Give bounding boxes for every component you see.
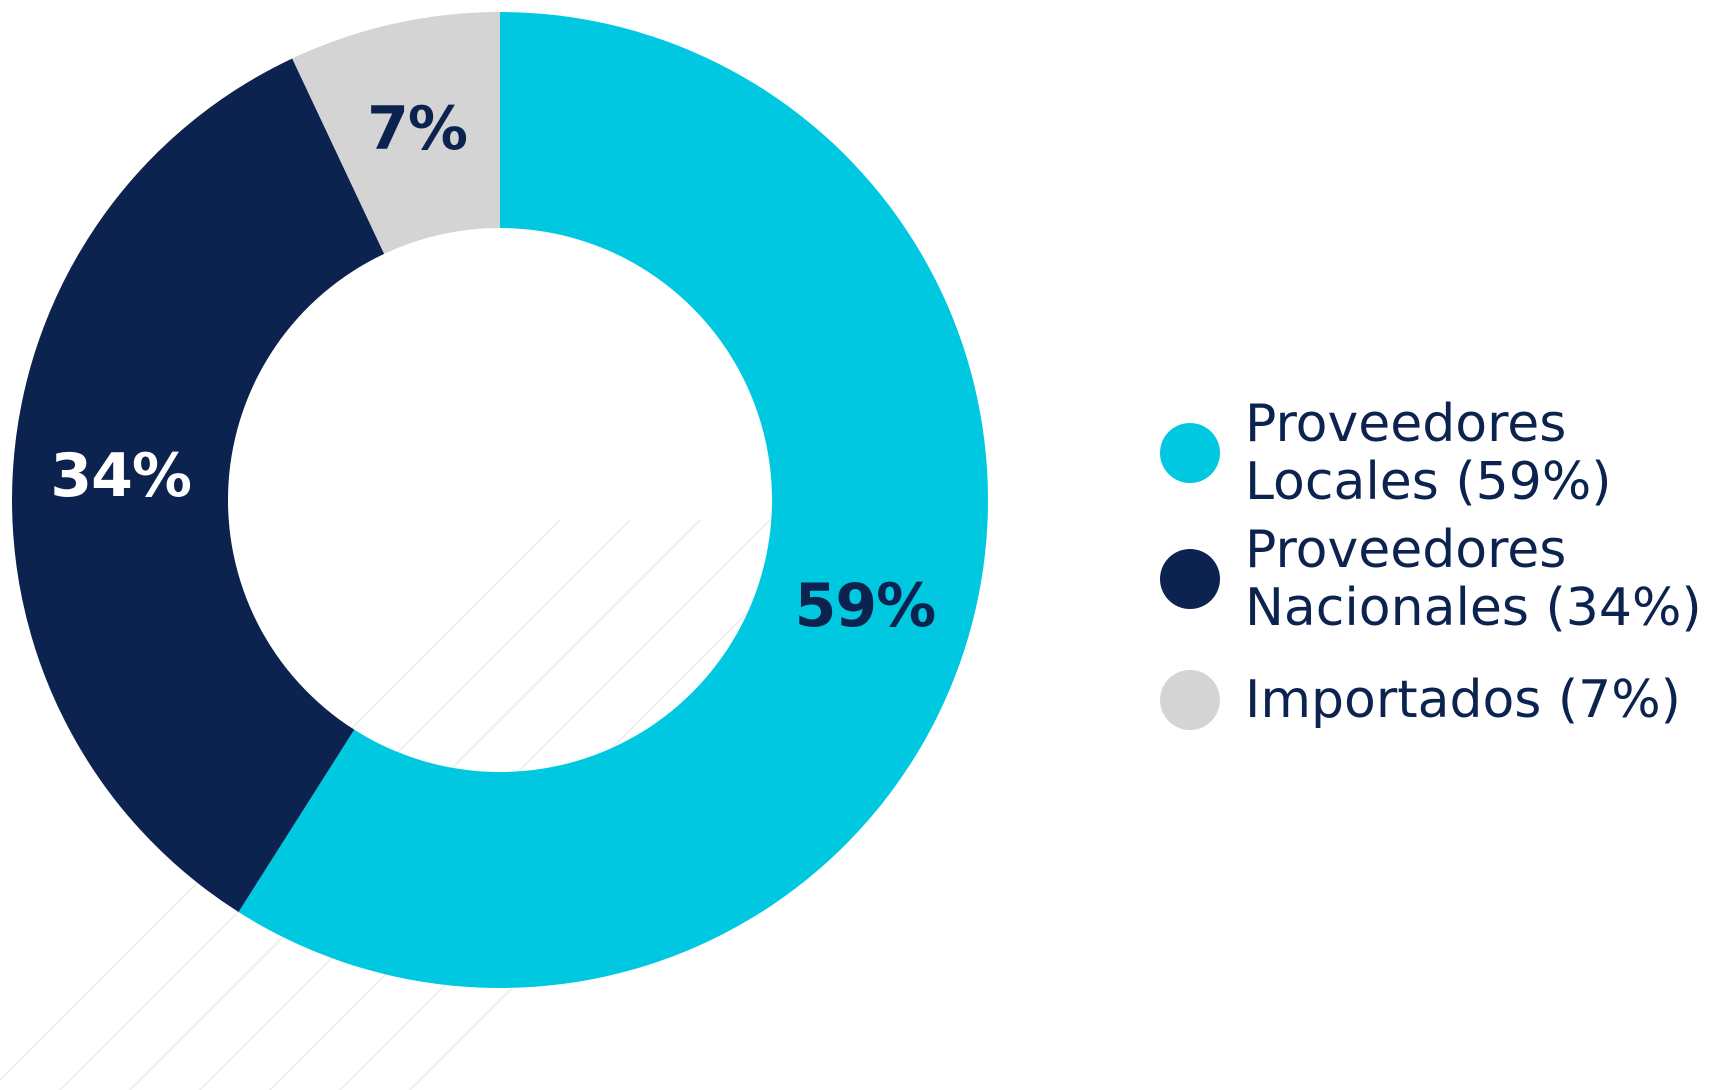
slice-label-importados: 7%: [367, 94, 467, 164]
donut-slices: [11, 12, 989, 988]
legend-marker-proveedores-nacionales: [1160, 549, 1220, 609]
legend-label-proveedores-nacionales: Nacionales (34%): [1245, 578, 1702, 638]
legend-label-importados: Importados (7%): [1245, 670, 1681, 730]
legend-label-proveedores-locales: Proveedores: [1245, 394, 1566, 454]
slice-importados: [292, 12, 500, 254]
legend-label-proveedores-nacionales: Proveedores: [1245, 520, 1566, 580]
slice-label-proveedores-locales: 59%: [795, 571, 936, 641]
slice-labels: 59% 34% 7%: [50, 94, 936, 641]
legend-marker-importados: [1160, 670, 1220, 730]
slice-proveedores-locales: [238, 12, 989, 988]
slice-proveedores-nacionales: [11, 58, 385, 913]
legend-marker-proveedores-locales: [1160, 423, 1220, 483]
slice-label-proveedores-nacionales: 34%: [50, 441, 191, 511]
legend-label-proveedores-locales: Locales (59%): [1245, 452, 1612, 512]
